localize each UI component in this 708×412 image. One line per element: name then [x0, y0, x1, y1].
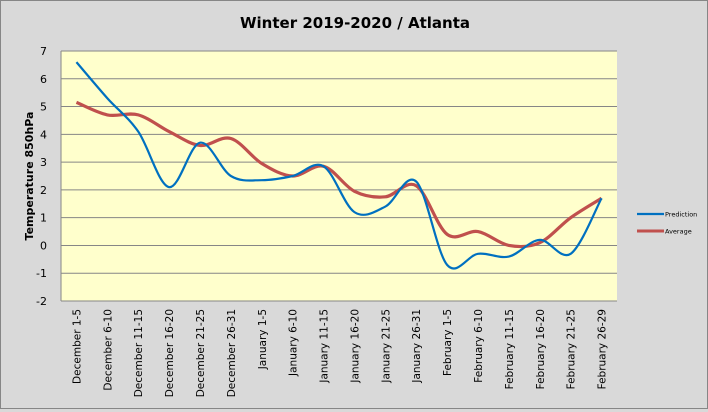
- chart-title: Winter 2019-2020 / Atlanta: [240, 14, 470, 32]
- series-line-prediction: [75, 61, 603, 270]
- x-tick-label: January 11-15: [319, 309, 331, 384]
- x-tick-label: December 11-15: [133, 309, 145, 397]
- y-tick-label: 3: [40, 156, 47, 169]
- y-tick-label: -2: [36, 295, 47, 308]
- x-tick-label: December 6-10: [102, 309, 114, 391]
- x-tick-label: December 26-31: [226, 309, 238, 397]
- x-tick-label: February 21-25: [566, 309, 578, 389]
- y-tick-label: 6: [40, 73, 47, 86]
- x-tick-label: February 11-15: [504, 309, 516, 389]
- x-tick-label: February 1-5: [442, 309, 454, 376]
- x-tick-label: December 21-25: [195, 309, 207, 397]
- x-tick-label: December 16-20: [164, 309, 176, 397]
- y-tick-label: 0: [40, 239, 47, 252]
- y-axis-label: Temperature 850hPa: [23, 112, 36, 241]
- y-tick-label: -1: [36, 267, 47, 280]
- x-tick-label: February 26-29: [597, 309, 609, 389]
- y-tick-label: 1: [40, 212, 47, 225]
- x-tick-label: February 6-10: [473, 309, 485, 383]
- x-tick-label: January 21-25: [380, 309, 392, 384]
- x-tick-label: January 6-10: [288, 309, 300, 377]
- x-tick-label: December 1-5: [71, 309, 83, 384]
- series-line-average: [75, 100, 603, 249]
- y-tick-label: 2: [40, 184, 47, 197]
- y-tick-label: 5: [40, 101, 47, 114]
- y-tick-label: 7: [40, 45, 47, 58]
- legend-label-prediction: Prediction: [665, 211, 697, 219]
- x-tick-label: February 16-20: [535, 309, 547, 389]
- y-tick-label: 4: [40, 128, 47, 141]
- x-tick-label: January 1-5: [257, 309, 269, 370]
- x-tick-label: January 16-20: [349, 309, 361, 384]
- legend-label-average: Average: [665, 228, 692, 236]
- x-tick-label: January 26-31: [411, 309, 423, 384]
